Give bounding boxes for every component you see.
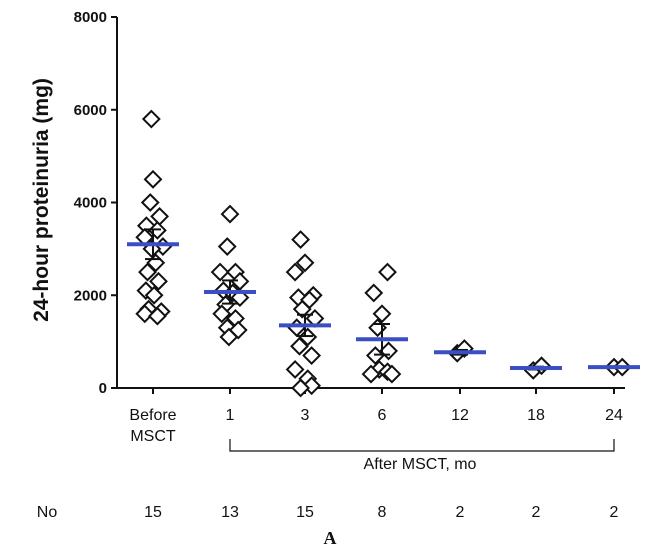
- data-point: [285, 360, 305, 379]
- n-value: 15: [144, 504, 162, 521]
- x-tick-label: Before: [129, 407, 176, 424]
- panel-label: A: [324, 528, 337, 548]
- data-point: [368, 318, 388, 338]
- axis-layer: [111, 16, 625, 452]
- data-point: [144, 285, 164, 305]
- y-tick-label: 2000: [74, 287, 107, 304]
- data-point: [138, 262, 157, 282]
- data-point: [147, 306, 167, 326]
- data-point: [302, 346, 322, 365]
- data-point: [292, 299, 312, 319]
- data-point: [149, 271, 168, 291]
- x-tick-label: 12: [451, 407, 469, 424]
- x-tick-label: 1: [226, 407, 235, 424]
- data-point: [220, 204, 240, 224]
- n-value: 2: [456, 504, 465, 521]
- text-layer: 24-hour proteinuria (mg) After MSCT, mo …: [30, 9, 623, 548]
- n-value: 2: [610, 504, 619, 521]
- data-point: [140, 193, 160, 212]
- x-tick-label: 18: [527, 407, 545, 424]
- n-value: 8: [378, 504, 387, 521]
- data-point: [372, 304, 392, 324]
- y-axis-label: 24-hour proteinuria (mg): [30, 78, 53, 322]
- n-row-label: No: [37, 504, 58, 521]
- after-msct-bracket-label: After MSCT, mo: [364, 456, 477, 473]
- x-tick-label: 3: [301, 407, 310, 424]
- data-point: [217, 237, 237, 256]
- y-tick-label: 4000: [74, 195, 107, 212]
- data-point: [141, 109, 161, 129]
- n-value: 13: [221, 504, 239, 521]
- data-point: [150, 206, 170, 226]
- after-msct-bracket: [229, 439, 615, 452]
- data-point: [378, 262, 397, 282]
- data-point: [290, 336, 309, 356]
- x-tick-label: 24: [605, 407, 623, 424]
- data-point: [210, 262, 230, 282]
- data-point: [291, 378, 311, 398]
- n-value: 2: [532, 504, 541, 521]
- data-point: [291, 230, 311, 250]
- data-point: [135, 304, 155, 324]
- data-point: [285, 262, 305, 282]
- data-point: [219, 327, 239, 347]
- x-tick-label: 6: [378, 407, 387, 424]
- marks-layer: [127, 109, 640, 398]
- n-value: 15: [296, 504, 314, 521]
- data-point: [212, 304, 232, 324]
- y-tick-label: 0: [99, 380, 107, 397]
- data-point: [364, 283, 384, 303]
- data-point: [143, 169, 163, 189]
- y-tick-label: 6000: [74, 102, 107, 119]
- x-tick-label: MSCT: [130, 428, 176, 445]
- data-point: [295, 253, 315, 273]
- data-point: [382, 364, 402, 384]
- y-tick-label: 8000: [74, 9, 107, 26]
- data-point: [361, 364, 381, 384]
